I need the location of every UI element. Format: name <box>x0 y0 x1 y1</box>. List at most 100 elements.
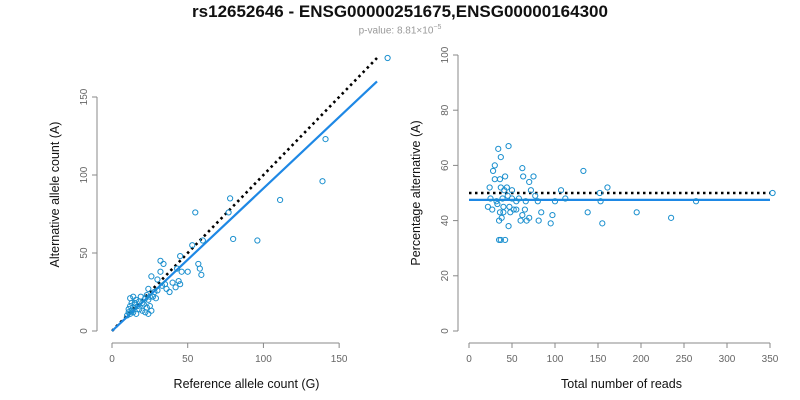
data-point <box>497 184 504 191</box>
y-axis: 0 20 40 60 80 100 <box>440 46 459 334</box>
x-axis-title: Reference allele count (G) <box>174 377 320 391</box>
y-tick-label: 100 <box>79 166 90 183</box>
data-point <box>596 189 603 197</box>
y-tick-label: 20 <box>440 270 451 282</box>
chart-subtitle: p-value: 8.81×10−5 <box>0 24 800 36</box>
data-point <box>157 268 164 275</box>
data-point <box>505 142 512 150</box>
y-tick-label: 0 <box>79 328 90 334</box>
data-point <box>505 223 512 230</box>
data-point <box>124 312 131 319</box>
x-tick-label: 100 <box>547 354 564 365</box>
chart-title: rs12652646 - ENSG00000251675,ENSG0000016… <box>192 2 608 21</box>
data-point <box>175 277 182 285</box>
x-tick-label: 0 <box>466 354 472 365</box>
data-point <box>503 184 510 191</box>
data-point <box>526 178 533 186</box>
y-tick-label: 80 <box>440 104 451 116</box>
data-point <box>145 285 152 292</box>
reference-line <box>111 57 378 332</box>
data-point <box>519 211 526 219</box>
data-point <box>192 209 199 216</box>
data-point <box>522 198 529 205</box>
data-point <box>169 279 176 286</box>
data-point <box>496 236 503 244</box>
fit-line <box>111 80 378 332</box>
data-point <box>497 236 504 244</box>
data-point <box>517 217 524 224</box>
data-point <box>127 295 134 302</box>
data-point <box>633 209 640 216</box>
data-point <box>508 195 516 202</box>
x-tick-label: 200 <box>633 354 650 365</box>
data-point <box>530 173 537 180</box>
data-point <box>496 176 504 183</box>
y-tick-label: 50 <box>79 247 90 259</box>
data-point <box>495 145 502 152</box>
data-point <box>562 195 569 202</box>
data-point <box>549 211 556 219</box>
y-axis-title: Percentage alternative (A) <box>409 120 423 265</box>
data-point <box>557 187 565 194</box>
data-point <box>254 237 261 244</box>
data-point <box>139 307 146 314</box>
p-value-exponent: −5 <box>433 24 442 31</box>
data-point <box>486 184 493 191</box>
data-point <box>493 198 500 205</box>
x-tick-label: 100 <box>255 354 272 365</box>
data-point <box>535 217 542 224</box>
data-point <box>130 309 137 316</box>
data-point <box>178 268 185 275</box>
data-point <box>151 288 158 296</box>
data-point <box>491 162 498 169</box>
data-point <box>199 237 206 244</box>
data-point <box>519 165 526 172</box>
data-point <box>143 304 150 311</box>
plot-panel-left: 0 50 100 150 Reference allele count (G) 0 50 10… <box>48 54 391 391</box>
data-point <box>139 299 146 307</box>
data-point <box>491 176 498 183</box>
data-point <box>146 293 153 300</box>
x-tick-label: 300 <box>719 354 736 365</box>
data-point <box>513 206 520 213</box>
data-point <box>152 295 160 302</box>
data-point <box>227 195 234 202</box>
data-point <box>551 198 559 205</box>
data-point <box>230 235 237 243</box>
data-point <box>534 198 541 205</box>
y-axis: 0 50 100 150 <box>79 88 98 334</box>
data-point <box>515 195 522 202</box>
data-point <box>502 173 509 180</box>
x-tick-label: 50 <box>182 354 194 365</box>
x-tick-label: 350 <box>762 354 779 365</box>
y-axis-title: Alternative allele count (A) <box>48 122 62 268</box>
data-point <box>668 214 675 221</box>
data-point <box>322 136 329 143</box>
data-point <box>599 220 606 227</box>
data-point <box>597 198 604 205</box>
data-point <box>500 203 507 210</box>
data-point <box>769 189 776 197</box>
data-point <box>484 203 492 210</box>
data-point <box>166 288 173 296</box>
data-point <box>130 293 137 300</box>
data-point <box>174 265 181 272</box>
data-point <box>276 196 284 204</box>
data-point <box>160 260 167 268</box>
data-point <box>157 257 164 264</box>
data-point <box>532 192 539 199</box>
x-tick-label: 0 <box>109 354 115 365</box>
x-axis-title: Total number of reads <box>561 377 682 391</box>
data-point <box>184 268 191 275</box>
data-point <box>489 206 496 213</box>
data-point <box>133 310 140 317</box>
data-point <box>527 187 535 194</box>
x-axis: 0 50 100 150 <box>109 342 348 365</box>
x-axis: 0 50 100 150 200 250 300 350 <box>466 342 779 365</box>
data-point <box>547 220 554 227</box>
y-tick-label: 0 <box>440 328 451 334</box>
x-tick-label: 250 <box>676 354 693 365</box>
data-point <box>520 173 527 180</box>
